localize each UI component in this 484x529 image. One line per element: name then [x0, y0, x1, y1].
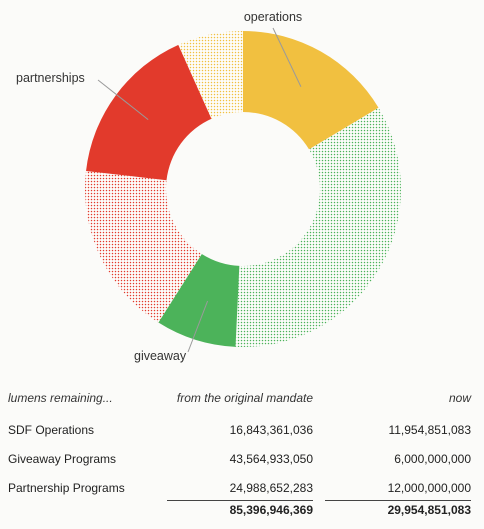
donut-segment-5 [178, 31, 243, 119]
row-now-value: 12,000,000,000 [387, 481, 471, 495]
leader-line-operations [272, 27, 302, 87]
segment-label-operations: operations [244, 10, 302, 24]
donut-labels: operations giveaway partnerships [16, 10, 302, 363]
total-original-value: 85,396,946,369 [229, 503, 313, 517]
donut-chart: operations giveaway partnerships [16, 10, 402, 363]
total-divider-now [325, 500, 471, 501]
totals-row: 85,396,946,369 29,954,851,083 [0, 500, 484, 520]
row-now-value: 6,000,000,000 [394, 452, 471, 466]
table-header-row: lumens remaining... from the original ma… [0, 388, 484, 408]
donut-segment-3 [85, 170, 202, 323]
donut-segment-4 [86, 44, 212, 181]
row-name: Partnership Programs [8, 481, 125, 495]
row-original-value: 24,988,652,283 [229, 481, 313, 495]
total-divider-original [167, 500, 313, 501]
table-row: Partnership Programs 24,988,652,283 12,0… [0, 478, 484, 498]
total-now-value: 29,954,851,083 [387, 503, 471, 517]
donut-segment-0 [243, 31, 379, 150]
segment-label-partnerships: partnerships [16, 71, 85, 85]
header-label: lumens remaining... [8, 391, 113, 405]
header-now: now [448, 391, 471, 405]
row-original-value: 43,564,933,050 [229, 452, 313, 466]
table-row: SDF Operations 16,843,361,036 11,954,851… [0, 420, 484, 440]
row-name: SDF Operations [8, 423, 95, 437]
row-name: Giveaway Programs [8, 452, 117, 466]
row-now-value: 11,954,851,083 [388, 423, 471, 437]
leader-line-giveaway [187, 300, 209, 353]
row-original-value: 16,843,361,036 [229, 423, 313, 437]
donut-segments [85, 31, 402, 347]
leader-line-partnerships [97, 79, 149, 121]
header-original-mandate: from the original mandate [176, 391, 313, 405]
donut-segment-1 [235, 107, 402, 347]
table-row: Giveaway Programs 43,564,933,050 6,000,0… [0, 449, 484, 469]
donut-segment-2 [158, 254, 240, 347]
segment-label-giveaway: giveaway [134, 349, 187, 363]
